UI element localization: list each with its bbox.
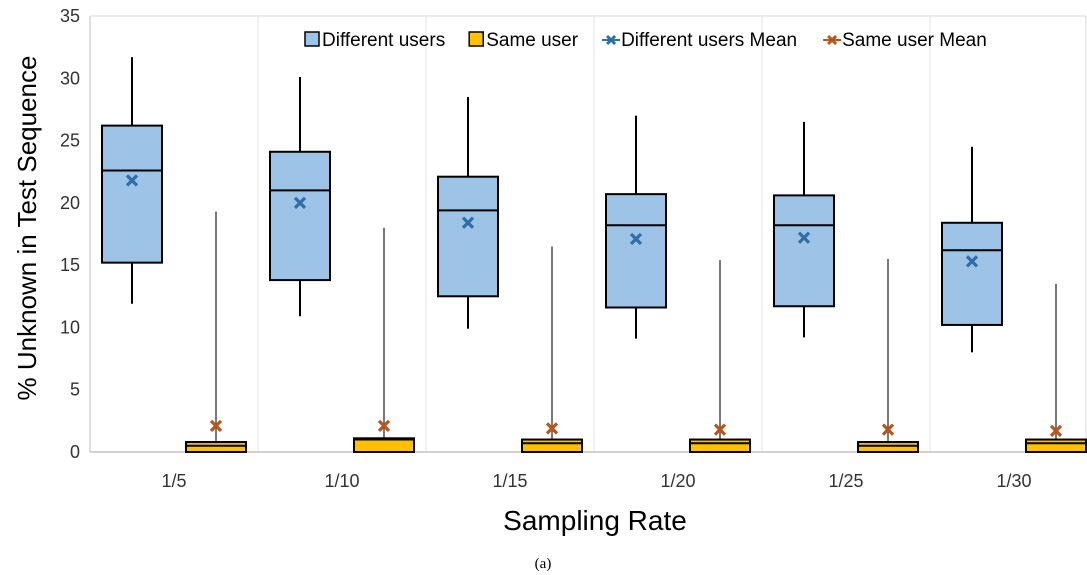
legend-swatch (304, 31, 320, 47)
same-user-box (185, 211, 247, 453)
iqr-box (185, 441, 247, 453)
mean-marker (965, 255, 979, 268)
y-tick-label: 10 (60, 317, 80, 337)
y-tick-label: 15 (60, 255, 80, 275)
y-tick-labels: 0 5 10 15 20 25 30 35 (60, 6, 80, 462)
legend-item: Different users Mean (602, 30, 797, 51)
x-tick-label: 1/25 (828, 471, 863, 491)
iqr-box (773, 194, 835, 308)
x-axis-title: Sampling Rate (503, 505, 687, 536)
different-users-box (605, 115, 667, 339)
y-tick-label: 30 (60, 68, 80, 88)
same-user-box (353, 227, 415, 454)
iqr-box (353, 437, 415, 454)
different-users-box (941, 146, 1003, 353)
mean-marker (461, 216, 475, 229)
legend-label: Different users Mean (621, 30, 797, 51)
y-tick-label: 0 (70, 442, 80, 462)
box-plots (101, 57, 1087, 454)
mean-marker (797, 231, 811, 244)
legend-item: Same user Mean (823, 30, 987, 51)
y-tick-label: 35 (60, 6, 80, 26)
mean-marker (881, 423, 895, 436)
y-tick-label: 20 (60, 193, 80, 213)
legend-item: Different users (304, 30, 445, 51)
y-axis-title: % Unknown in Test Sequence (12, 56, 42, 401)
legend-label: Same user (486, 30, 579, 51)
iqr-box (437, 175, 499, 298)
legend-label: Different users (322, 30, 445, 51)
legend-item: Same user (468, 30, 579, 51)
mean-marker (629, 232, 643, 246)
legend-marker (606, 34, 617, 46)
different-users-box (269, 77, 331, 317)
same-user-box (689, 260, 751, 453)
same-user-box (521, 246, 583, 453)
x-tick-label: 1/20 (660, 471, 695, 491)
legend-label: Same user Mean (842, 30, 987, 51)
different-users-box (437, 96, 499, 329)
legend: Different users Same user Different users … (304, 30, 987, 51)
iqr-box (689, 438, 751, 453)
iqr-box (941, 221, 1003, 326)
y-tick-label: 25 (60, 131, 80, 151)
x-tick-label: 1/5 (161, 471, 186, 491)
mean-marker (713, 423, 727, 436)
mean-marker (1049, 424, 1063, 437)
iqr-box (269, 150, 331, 282)
same-user-box (857, 258, 919, 453)
legend-swatch (468, 31, 484, 47)
iqr-box (605, 193, 667, 309)
different-users-box (773, 121, 835, 338)
mean-marker (293, 196, 307, 209)
y-tick-label: 5 (70, 380, 80, 400)
x-tick-labels: 1/5 1/10 1/15 1/20 1/25 1/30 (161, 471, 1031, 491)
x-tick-label: 1/10 (324, 471, 359, 491)
iqr-box (101, 124, 163, 264)
mean-marker (209, 419, 223, 432)
mean-marker (125, 174, 139, 187)
iqr-box (857, 441, 919, 453)
grid-lines (89, 15, 1087, 453)
x-tick-label: 1/15 (492, 471, 527, 491)
iqr-box (521, 438, 583, 453)
x-tick-label: 1/30 (996, 471, 1031, 491)
mean-marker (377, 419, 391, 432)
same-user-box (1025, 283, 1087, 453)
iqr-box (1025, 438, 1087, 453)
different-users-box (101, 57, 163, 304)
figure-caption: (a) (535, 556, 552, 572)
mean-marker (545, 422, 559, 435)
legend-marker (827, 34, 838, 46)
